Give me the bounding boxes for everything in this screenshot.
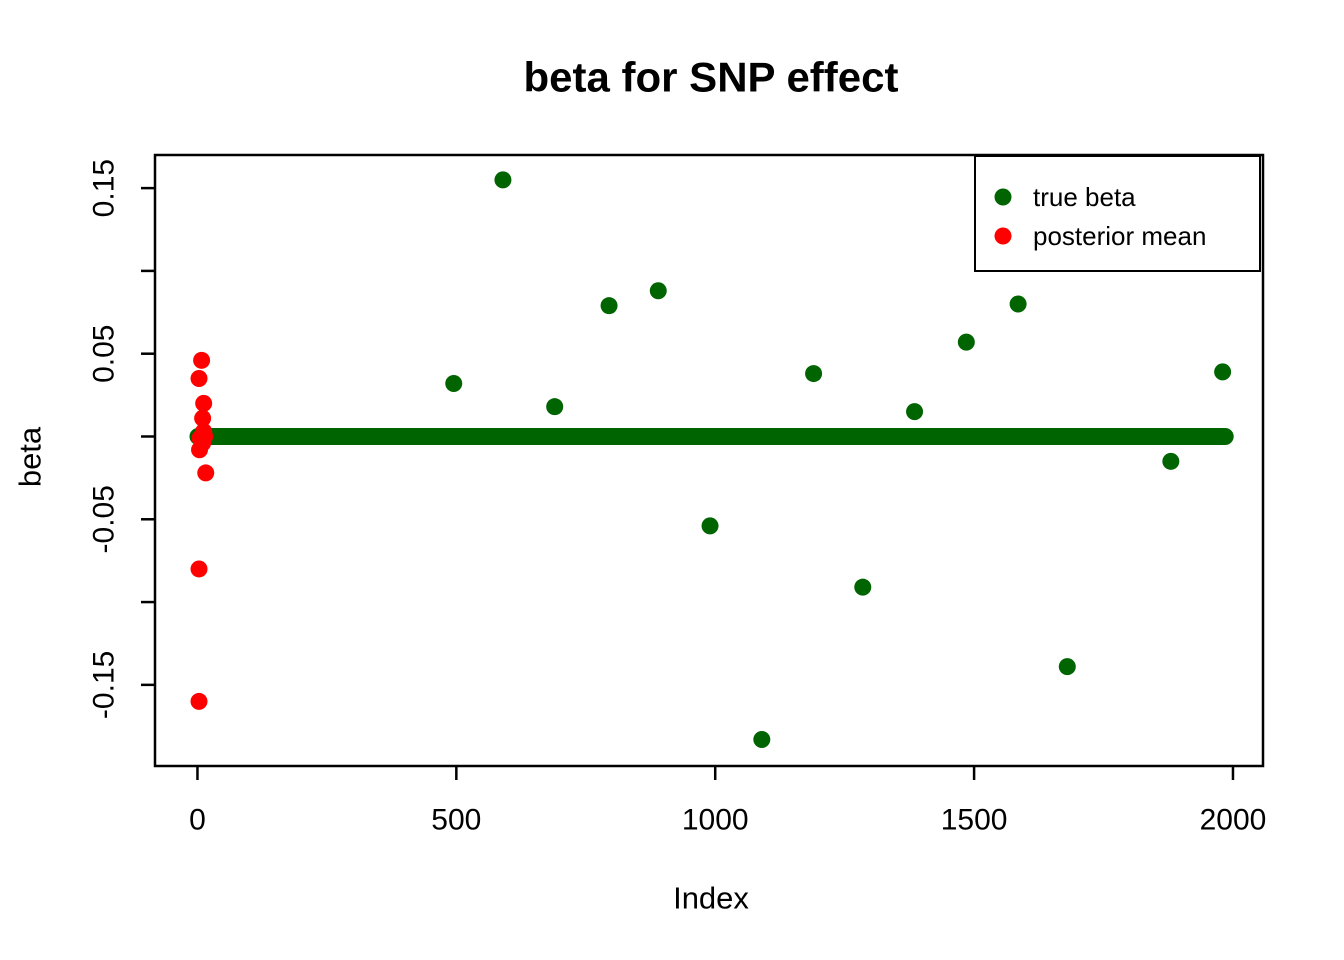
data-point-posterior-mean (190, 692, 208, 710)
legend-swatch-true-beta (994, 188, 1012, 206)
data-point-posterior-mean (195, 394, 213, 412)
legend-label-posterior-mean: posterior mean (1033, 221, 1206, 251)
data-point-true-beta (1058, 658, 1076, 676)
data-point-true-beta (494, 171, 512, 189)
chart-title: beta for SNP effect (524, 54, 899, 101)
y-axis-label: beta (13, 426, 48, 487)
data-point-true-beta (906, 403, 924, 421)
x-tick-label: 1000 (682, 804, 749, 837)
data-point-true-beta (445, 375, 463, 393)
data-point-true-beta (957, 333, 975, 351)
legend-label-true-beta: true beta (1033, 182, 1136, 212)
x-tick-label: 500 (431, 804, 481, 837)
data-point-true-beta (1009, 295, 1027, 313)
y-tick-label: 0.15 (88, 159, 121, 217)
data-point-true-beta (1214, 363, 1232, 381)
data-point-posterior-mean (197, 464, 215, 482)
x-tick-label: 2000 (1200, 804, 1267, 837)
plot-frame (153, 153, 1265, 768)
data-point-true-beta (600, 297, 618, 315)
data-point-true-beta (1162, 452, 1180, 470)
data-point-true-beta (701, 517, 719, 535)
data-point-true-beta (854, 578, 872, 596)
data-point-posterior-mean (193, 351, 211, 369)
data-point-posterior-mean (191, 441, 209, 459)
x-tick-label: 1500 (941, 804, 1008, 837)
y-tick-label: -0.15 (88, 651, 121, 719)
x-tick-label: 0 (189, 804, 206, 837)
data-point-true-beta (546, 398, 564, 416)
x-axis-label: Index (673, 881, 749, 916)
data-point-posterior-mean (190, 560, 208, 578)
data-point-true-beta (753, 731, 771, 749)
data-point-true-beta (805, 365, 823, 383)
legend-box (974, 155, 1261, 272)
data-point-true-beta (649, 282, 667, 300)
data-point-posterior-mean (194, 409, 212, 427)
data-point-posterior-mean (190, 370, 208, 388)
plot-layer: 0 500 1000 1500 2000 0.15 0.05 -0.05 -0.15 true b… (88, 153, 1267, 837)
y-tick-label: -0.05 (88, 485, 121, 553)
y-tick-label: 0.05 (88, 325, 121, 383)
legend-swatch-posterior-mean (994, 227, 1012, 245)
